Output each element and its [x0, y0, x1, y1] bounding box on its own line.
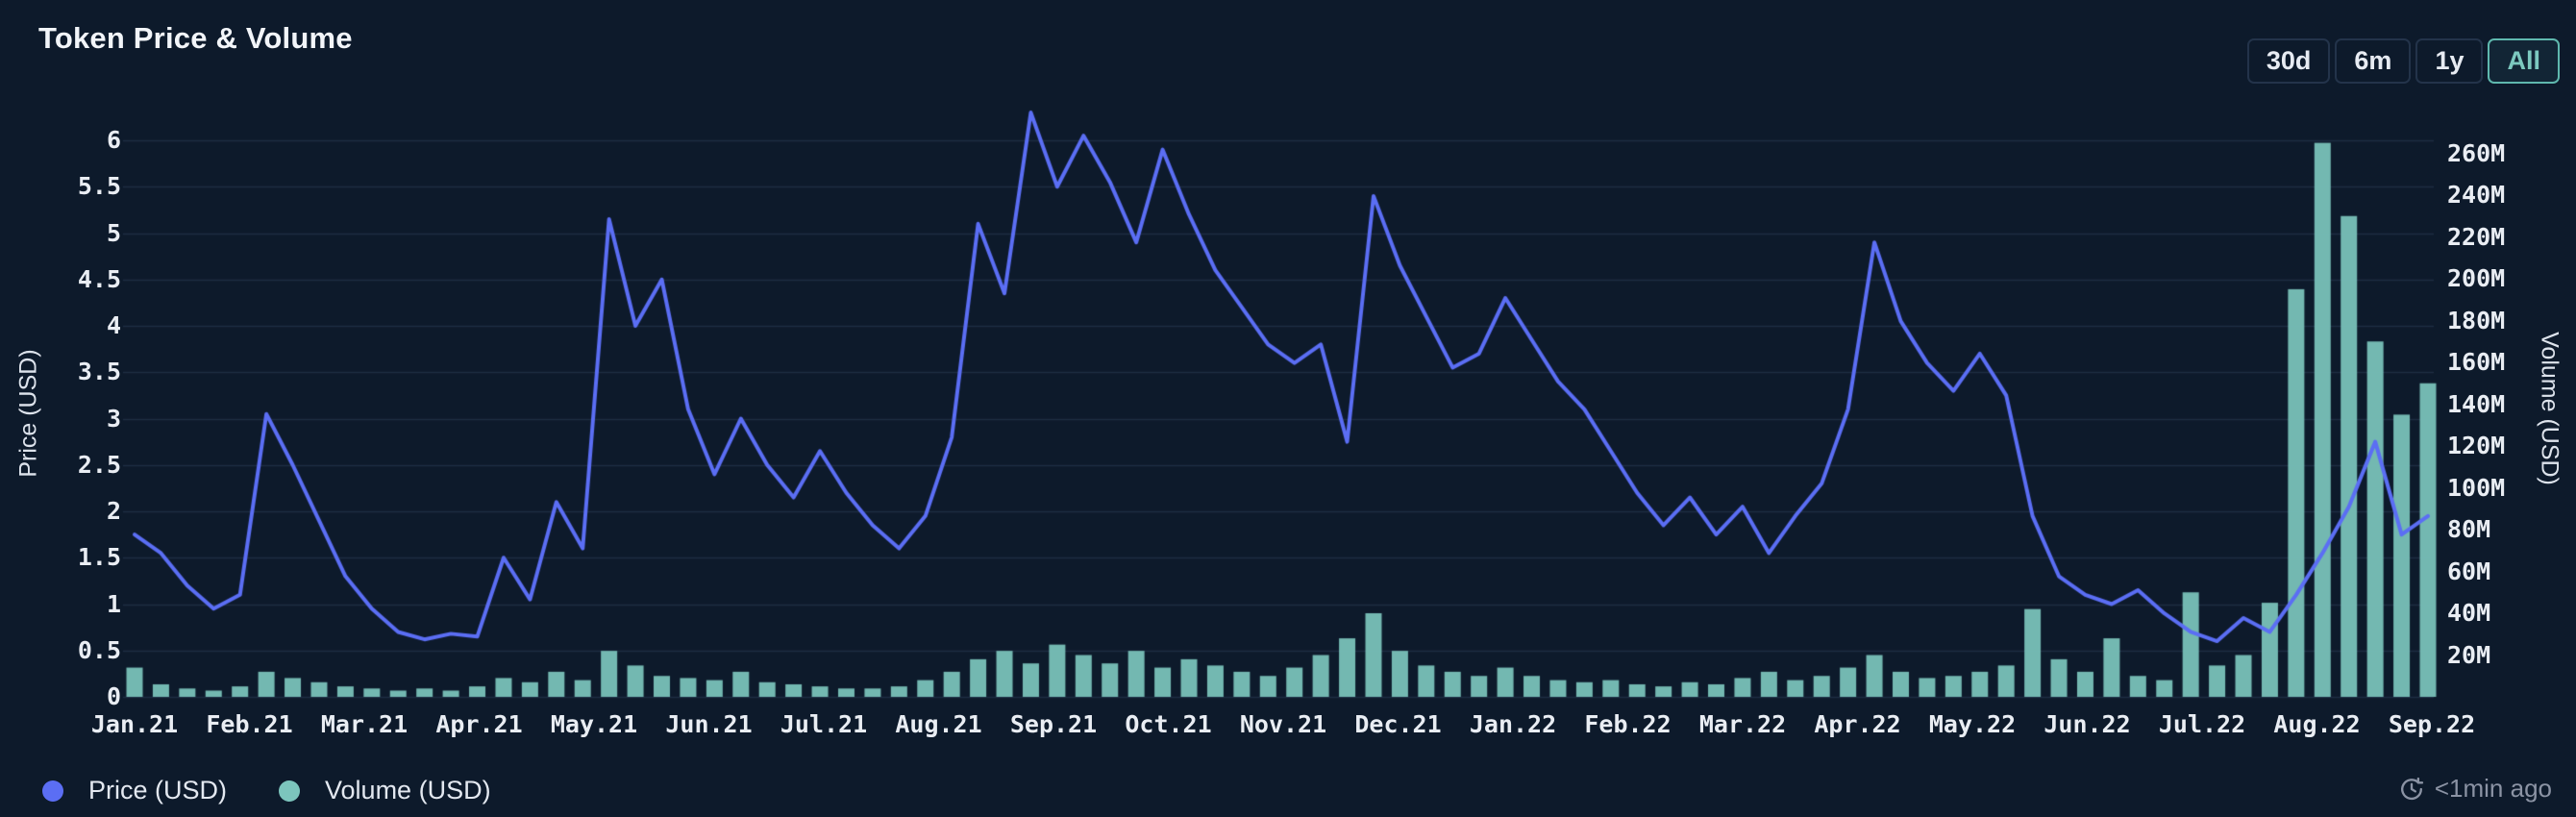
volume-tick: 160M — [2447, 348, 2506, 376]
month-tick: Mar.21 — [320, 710, 409, 738]
volume-tick: 220M — [2447, 222, 2506, 251]
page-title: Token Price & Volume — [38, 21, 353, 55]
time-range-selector: 30d 6m 1y All — [2246, 38, 2560, 84]
price-tick: 5.5 — [77, 172, 121, 201]
volume-legend-label: Volume (USD) — [325, 776, 491, 805]
month-tick: Aug.21 — [895, 710, 982, 738]
month-tick: Oct.21 — [1125, 710, 1212, 738]
month-tick: Sep.21 — [1009, 710, 1098, 738]
month-tick: Jan.21 — [90, 710, 179, 738]
month-tick: Dec.21 — [1354, 710, 1442, 738]
volume-tick: 60M — [2447, 557, 2491, 585]
price-tick: 5 — [106, 218, 121, 247]
price-tick: 0.5 — [77, 635, 121, 664]
legend-item-volume[interactable]: Volume (USD) — [279, 776, 491, 805]
month-tick: Jul.21 — [780, 710, 868, 738]
last-updated-text: <1min ago — [2434, 774, 2552, 803]
month-tick: Jul.22 — [2158, 710, 2246, 738]
range-button-30d[interactable]: 30d — [2246, 38, 2331, 84]
month-tick: Jan.22 — [1469, 710, 1557, 738]
chart-legend: Price (USD) Volume (USD) — [42, 776, 491, 805]
price-tick: 4 — [106, 311, 121, 339]
range-button-6m[interactable]: 6m — [2335, 38, 2412, 84]
price-legend-label: Price (USD) — [88, 776, 228, 805]
last-updated-status: <1min ago — [2398, 774, 2552, 804]
volume-tick: 120M — [2447, 432, 2506, 459]
price-tick: 1.5 — [77, 543, 121, 572]
price-tick: 3.5 — [77, 358, 121, 386]
month-tick: Apr.22 — [1814, 710, 1901, 738]
volume-tick: 20M — [2447, 640, 2491, 669]
volume-tick: 100M — [2447, 473, 2506, 502]
volume-tick: 180M — [2447, 306, 2506, 334]
price-tick: 2 — [106, 497, 121, 525]
volume-tick: 200M — [2447, 264, 2506, 292]
volume-tick: 260M — [2447, 138, 2506, 167]
price-tick: 1 — [106, 589, 121, 618]
month-tick: Apr.21 — [435, 710, 523, 738]
price-tick: 3 — [106, 404, 121, 433]
history-clock-icon — [2398, 776, 2425, 803]
price-tick: 6 — [106, 126, 121, 154]
price-tick: 2.5 — [77, 450, 121, 479]
range-button-all[interactable]: All — [2488, 38, 2560, 84]
month-tick: May.21 — [550, 710, 638, 738]
month-tick: Jun.21 — [665, 710, 753, 738]
price-legend-dot-icon — [42, 780, 63, 802]
month-tick: Aug.22 — [2273, 710, 2361, 738]
month-tick: Feb.22 — [1584, 710, 1672, 738]
month-tick: Jun.22 — [2043, 710, 2131, 738]
volume-tick: 140M — [2447, 389, 2506, 418]
month-tick: Nov.21 — [1239, 710, 1327, 738]
month-tick: Sep.22 — [2388, 710, 2476, 738]
month-tick: Mar.22 — [1698, 710, 1787, 738]
range-button-1y[interactable]: 1y — [2415, 38, 2484, 84]
volume-tick: 80M — [2447, 515, 2491, 543]
volume-tick: 240M — [2447, 181, 2506, 209]
volume-tick: 40M — [2447, 599, 2491, 627]
volume-legend-dot-icon — [279, 780, 301, 802]
legend-item-price[interactable]: Price (USD) — [42, 776, 227, 805]
price-axis-title: Price (USD) — [14, 349, 42, 478]
price-tick: 4.5 — [77, 264, 121, 293]
price-tick: 0 — [106, 682, 121, 710]
month-tick: Feb.21 — [206, 710, 293, 738]
month-tick: May.22 — [1928, 710, 2017, 738]
volume-axis-title: Volume (USD) — [2536, 332, 2564, 485]
